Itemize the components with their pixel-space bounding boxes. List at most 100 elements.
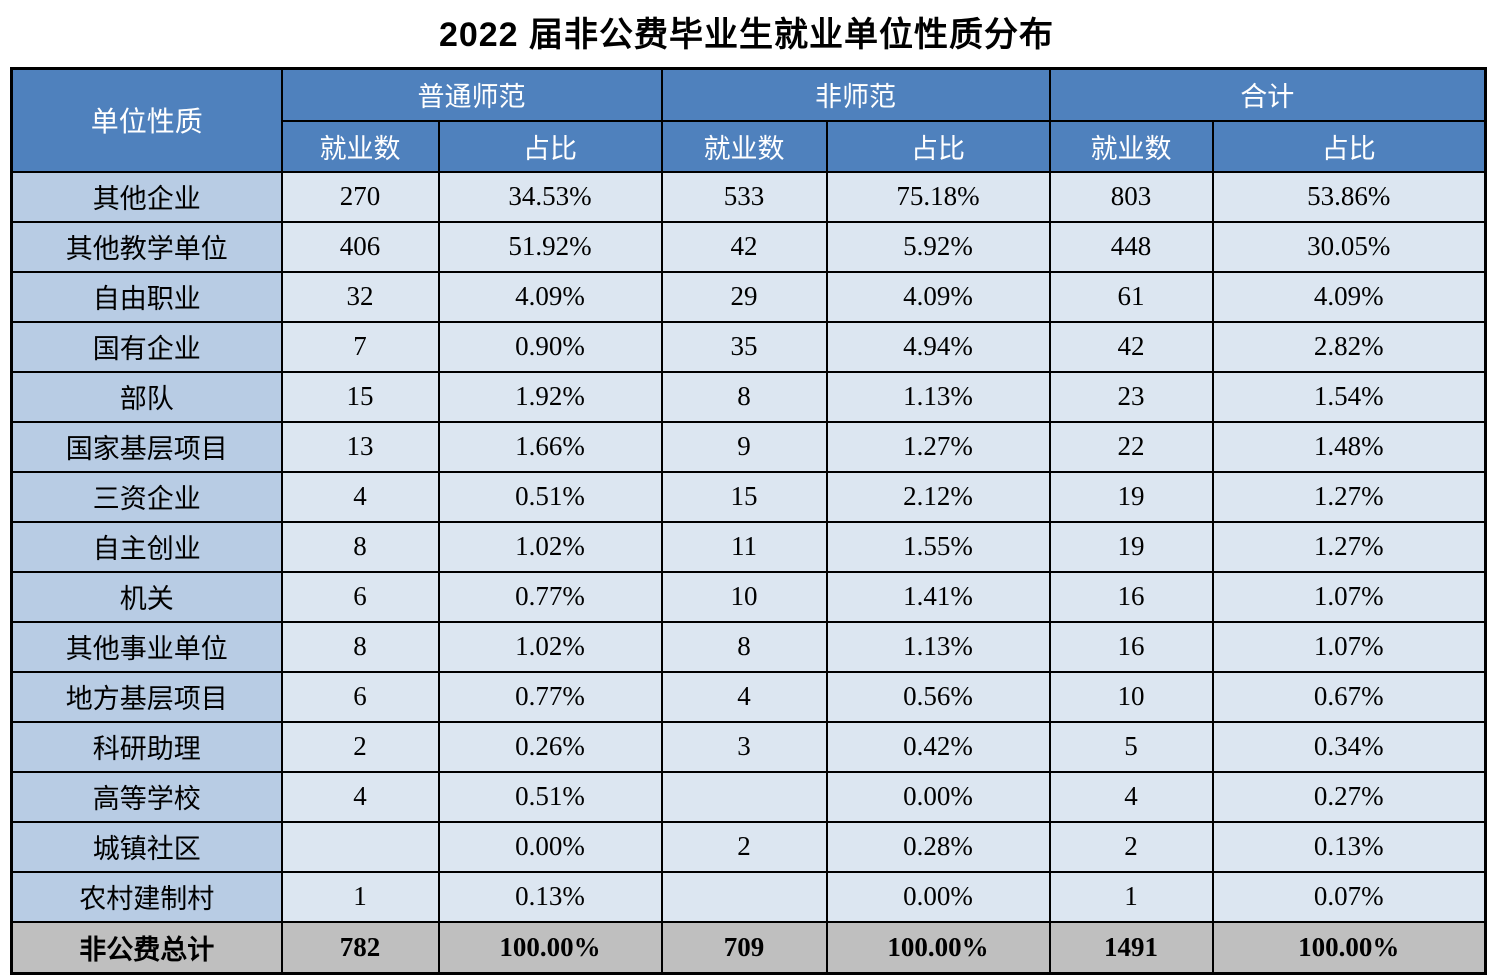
table-row: 机关 6 0.77% 10 1.41% 16 1.07% [10, 570, 1487, 623]
subheader-regular-normal-ratio: 占比 [437, 119, 663, 173]
data-cell: 1 [280, 870, 440, 923]
data-cell: 4.94% [825, 320, 1051, 373]
row-label: 机关 [10, 570, 283, 623]
data-cell: 13 [280, 420, 440, 473]
table-row: 国家基层项目 13 1.66% 9 1.27% 22 1.48% [10, 420, 1487, 473]
data-cell: 4 [660, 670, 828, 723]
data-cell: 1.07% [1211, 620, 1487, 673]
row-label: 国家基层项目 [10, 420, 283, 473]
data-cell: 0.77% [437, 570, 663, 623]
data-cell: 8 [280, 620, 440, 673]
group-header-total: 合计 [1048, 67, 1487, 122]
data-cell: 0.34% [1211, 720, 1487, 773]
data-cell: 1.07% [1211, 570, 1487, 623]
data-cell: 23 [1048, 370, 1214, 423]
data-cell: 22 [1048, 420, 1214, 473]
row-label: 城镇社区 [10, 820, 283, 873]
data-cell: 16 [1048, 620, 1214, 673]
table-row: 其他教学单位 406 51.92% 42 5.92% 448 30.05% [10, 220, 1487, 273]
data-cell: 1.41% [825, 570, 1051, 623]
data-cell: 4.09% [437, 270, 663, 323]
table-row: 地方基层项目 6 0.77% 4 0.56% 10 0.67% [10, 670, 1487, 723]
subheader-regular-normal-count: 就业数 [280, 119, 440, 173]
row-label: 其他企业 [10, 170, 283, 223]
data-cell [660, 770, 828, 823]
corner-header-unit-nature: 单位性质 [10, 67, 283, 173]
row-label: 高等学校 [10, 770, 283, 823]
data-cell: 42 [1048, 320, 1214, 373]
table-row: 其他事业单位 8 1.02% 8 1.13% 16 1.07% [10, 620, 1487, 673]
data-cell: 61 [1048, 270, 1214, 323]
table-row: 部队 15 1.92% 8 1.13% 23 1.54% [10, 370, 1487, 423]
data-cell: 42 [660, 220, 828, 273]
data-cell: 6 [280, 570, 440, 623]
data-cell: 100.00% [1211, 920, 1487, 975]
data-cell: 34.53% [437, 170, 663, 223]
page-title: 2022 届非公费毕业生就业单位性质分布 [438, 16, 1055, 54]
data-cell: 0.67% [1211, 670, 1487, 723]
data-cell: 0.00% [825, 870, 1051, 923]
data-cell: 0.42% [825, 720, 1051, 773]
data-cell: 709 [660, 920, 828, 975]
data-cell: 406 [280, 220, 440, 273]
total-row: 非公费总计 782 100.00% 709 100.00% 1491 100.00% [10, 920, 1487, 975]
table-row: 其他企业 270 34.53% 533 75.18% 803 53.86% [10, 170, 1487, 223]
data-cell: 10 [1048, 670, 1214, 723]
data-cell: 0.77% [437, 670, 663, 723]
data-cell: 782 [280, 920, 440, 975]
table-row: 自由职业 32 4.09% 29 4.09% 61 4.09% [10, 270, 1487, 323]
subheader-non-normal-ratio: 占比 [825, 119, 1051, 173]
data-cell: 8 [660, 620, 828, 673]
data-cell: 1.27% [1211, 520, 1487, 573]
data-cell: 2 [660, 820, 828, 873]
row-label: 部队 [10, 370, 283, 423]
data-cell: 0.90% [437, 320, 663, 373]
data-cell: 10 [660, 570, 828, 623]
data-cell: 5.92% [825, 220, 1051, 273]
data-cell: 0.56% [825, 670, 1051, 723]
data-cell: 0.00% [825, 770, 1051, 823]
table-row: 农村建制村 1 0.13% 0.00% 1 0.07% [10, 870, 1487, 923]
data-cell: 2 [1048, 820, 1214, 873]
data-cell: 1.27% [1211, 470, 1487, 523]
row-label: 国有企业 [10, 320, 283, 373]
data-cell: 4.09% [825, 270, 1051, 323]
data-cell: 5 [1048, 720, 1214, 773]
data-cell: 0.13% [1211, 820, 1487, 873]
data-cell: 4.09% [1211, 270, 1487, 323]
data-cell: 51.92% [437, 220, 663, 273]
data-cell: 1.92% [437, 370, 663, 423]
table-row: 高等学校 4 0.51% 0.00% 4 0.27% [10, 770, 1487, 823]
table-row: 自主创业 8 1.02% 11 1.55% 19 1.27% [10, 520, 1487, 573]
data-cell [280, 820, 440, 873]
total-row-label: 非公费总计 [10, 920, 283, 975]
data-cell: 1.54% [1211, 370, 1487, 423]
data-cell: 1.02% [437, 520, 663, 573]
data-cell: 1.27% [825, 420, 1051, 473]
data-cell: 1.66% [437, 420, 663, 473]
data-cell: 2.82% [1211, 320, 1487, 373]
data-cell: 32 [280, 270, 440, 323]
table-row: 城镇社区 0.00% 2 0.28% 2 0.13% [10, 820, 1487, 873]
subheader-total-ratio: 占比 [1211, 119, 1487, 173]
data-cell: 1 [1048, 870, 1214, 923]
group-header-non-normal: 非师范 [660, 67, 1051, 122]
data-cell: 15 [280, 370, 440, 423]
data-cell: 3 [660, 720, 828, 773]
row-label: 自主创业 [10, 520, 283, 573]
data-cell: 16 [1048, 570, 1214, 623]
data-cell: 1.13% [825, 620, 1051, 673]
data-cell: 100.00% [437, 920, 663, 975]
data-cell: 1.13% [825, 370, 1051, 423]
data-cell: 0.51% [437, 770, 663, 823]
data-cell: 11 [660, 520, 828, 573]
data-cell: 29 [660, 270, 828, 323]
data-cell: 2 [280, 720, 440, 773]
data-cell: 0.51% [437, 470, 663, 523]
data-cell: 8 [660, 370, 828, 423]
data-cell: 19 [1048, 470, 1214, 523]
data-cell: 6 [280, 670, 440, 723]
data-cell: 2.12% [825, 470, 1051, 523]
data-cell: 0.28% [825, 820, 1051, 873]
